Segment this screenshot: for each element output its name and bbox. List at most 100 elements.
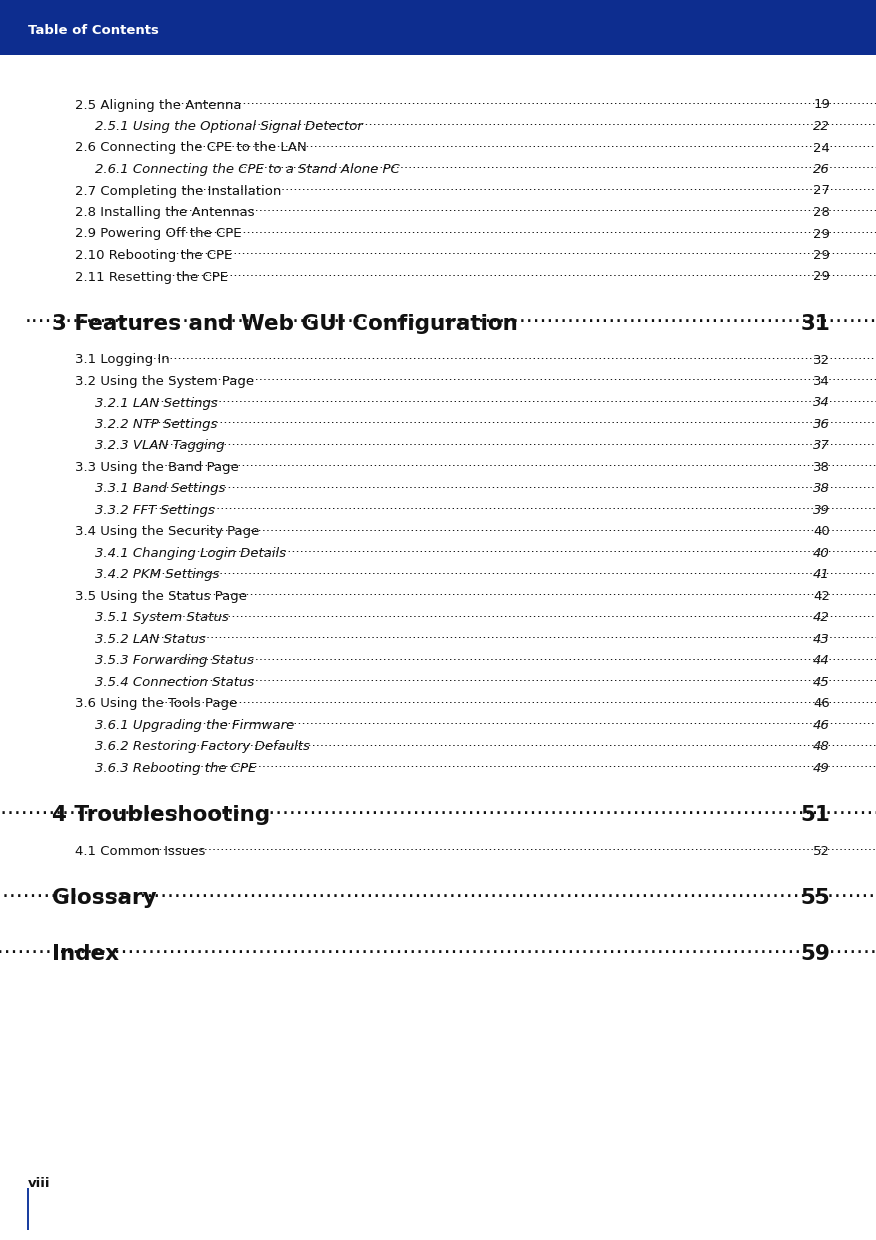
Text: ................................................................................: ........................................… [165,223,876,236]
Text: 3.6 Using the Tools Page: 3.6 Using the Tools Page [75,697,242,711]
Text: 3.5.3 Forwarding Status: 3.5.3 Forwarding Status [95,655,254,667]
Text: 3.2.2 NTP Settings: 3.2.2 NTP Settings [95,418,217,432]
Text: 3.3.2 FFT Settings: 3.3.2 FFT Settings [95,503,219,517]
Text: ................................................................................: ........................................… [147,500,876,512]
Text: 2.7 Completing the Installation: 2.7 Completing the Installation [75,185,286,197]
Text: 52: 52 [813,844,830,858]
Text: 39: 39 [813,503,830,517]
Text: 22: 22 [813,120,830,133]
Text: 46: 46 [813,697,830,711]
Text: 3.4.2 PKM Settings: 3.4.2 PKM Settings [95,568,223,582]
Bar [26,1188,29,1230]
Text: 29: 29 [813,270,830,284]
Text: 44: 44 [813,655,830,667]
Text: 36: 36 [813,418,830,432]
Text: 2.5 Aligning the Antenna: 2.5 Aligning the Antenna [75,98,250,112]
Text: ................................................................................: ........................................… [0,799,876,818]
Text: ................................................................................: ........................................… [0,937,876,957]
Text: 34: 34 [813,374,830,388]
Text: 3.2 Using the System Page: 3.2 Using the System Page [75,374,258,388]
Text: 2.6.1 Connecting the CPE to a Stand Alone PC: 2.6.1 Connecting the CPE to a Stand Alon… [95,162,404,176]
Text: ................................................................................: ........................................… [221,115,876,129]
Text: ................................................................................: ........................................… [140,629,876,641]
Text: ................................................................................: ........................................… [160,244,876,258]
Text: ................................................................................: ........................................… [163,456,876,470]
Text: Table of Contents: Table of Contents [28,24,159,37]
Text: 41: 41 [813,568,830,582]
Text: ................................................................................: ........................................… [164,650,876,663]
Text: 2.6 Connecting the CPE to the LAN: 2.6 Connecting the CPE to the LAN [75,141,311,155]
Text: 3.6.2 Restoring Factory Defaults: 3.6.2 Restoring Factory Defaults [95,740,310,754]
Text: 42: 42 [813,611,830,625]
Text: 28: 28 [813,206,830,219]
Text: 38: 38 [813,482,830,496]
Text: ................................................................................: ........................................… [169,371,876,383]
Text: 3.6.3 Rebooting the CPE: 3.6.3 Rebooting the CPE [95,763,261,775]
Text: 3 Features and Web GUI Configuration: 3 Features and Web GUI Configuration [52,314,526,334]
Text: 3.1 Logging In: 3.1 Logging In [75,353,178,367]
Text: 42: 42 [813,590,830,603]
Text: ................................................................................: ........................................… [169,201,876,215]
Bar [0,0,876,55]
Text: ................................................................................: ........................................… [239,159,876,171]
Text: ................................................................................: ........................................… [146,841,876,853]
Text: Glossary: Glossary [52,889,164,909]
Text: ................................................................................: ........................................… [149,564,876,577]
Text: 2.11 Resetting the CPE: 2.11 Resetting the CPE [75,270,232,284]
Text: 55: 55 [801,889,830,909]
Text: ................................................................................: ........................................… [146,413,876,427]
Text: 2.9 Powering Off the CPE: 2.9 Powering Off the CPE [75,227,250,241]
Text: 4 Troubleshooting: 4 Troubleshooting [52,806,285,826]
Text: viii: viii [28,1177,51,1190]
Text: 4.1 Common Issues: 4.1 Common Issues [75,844,214,858]
Text: ................................................................................: ........................................… [192,735,876,749]
Text: ................................................................................: ........................................… [172,521,876,534]
Text: 3.5.1 System Status: 3.5.1 System Status [95,611,233,625]
Text: 27: 27 [813,185,830,197]
Text: ................................................................................: ........................................… [165,671,876,684]
Text: ................................................................................: ........................................… [160,693,876,706]
Text: ................................................................................: ........................................… [187,714,876,728]
Text: 31: 31 [800,314,830,334]
Text: 48: 48 [813,740,830,754]
Text: 49: 49 [813,763,830,775]
Text: 3.2.3 VLAN Tagging: 3.2.3 VLAN Tagging [95,439,224,453]
Text: 2.8 Installing the Antennas: 2.8 Installing the Antennas [75,206,259,219]
Text: 3.6.1 Upgrading the Firmware: 3.6.1 Upgrading the Firmware [95,719,299,732]
Text: 2.5.1 Using the Optional Signal Detector: 2.5.1 Using the Optional Signal Detector [95,120,367,133]
Text: Index: Index [52,945,126,965]
Text: 29: 29 [813,227,830,241]
Text: 40: 40 [813,547,830,560]
Text: ................................................................................: ........................................… [148,392,876,405]
Text: 24: 24 [813,141,830,155]
Text: ................................................................................: ........................................… [25,306,876,326]
Text: ................................................................................: ........................................… [180,542,876,556]
Text: 3.3.1 Band Settings: 3.3.1 Band Settings [95,482,225,496]
Text: 2.10 Rebooting the CPE: 2.10 Rebooting the CPE [75,249,241,262]
Text: 19: 19 [813,98,830,112]
Text: ................................................................................: ........................................… [182,180,876,193]
Text: ................................................................................: ........................................… [167,758,876,770]
Text: 3.5.2 LAN Status: 3.5.2 LAN Status [95,632,206,646]
Text: 26: 26 [813,162,830,176]
Text: ................................................................................: ........................................… [156,265,876,279]
Text: 3.4 Using the Security Page: 3.4 Using the Security Page [75,526,264,538]
Text: 51: 51 [800,806,830,826]
Text: 3.3 Using the Band Page: 3.3 Using the Band Page [75,461,247,474]
Text: ................................................................................: ........................................… [167,585,876,599]
Text: ................................................................................: ........................................… [165,94,876,107]
Text: ................................................................................: ........................................… [154,606,876,620]
Text: 34: 34 [813,397,830,409]
Text: 43: 43 [813,632,830,646]
Text: 3.4.1 Changing Login Details: 3.4.1 Changing Login Details [95,547,286,560]
Text: 32: 32 [813,353,830,367]
Text: ................................................................................: ........................................… [150,435,876,448]
Text: 3.5 Using the Status Page: 3.5 Using the Status Page [75,590,256,603]
Text: ................................................................................: ........................................… [0,880,876,901]
Text: 59: 59 [800,945,830,965]
Text: 3.2.1 LAN Settings: 3.2.1 LAN Settings [95,397,222,409]
Text: 46: 46 [813,719,830,732]
Text: 29: 29 [813,249,830,262]
Text: ................................................................................: ........................................… [129,348,876,362]
Text: ................................................................................: ........................................… [195,136,876,150]
